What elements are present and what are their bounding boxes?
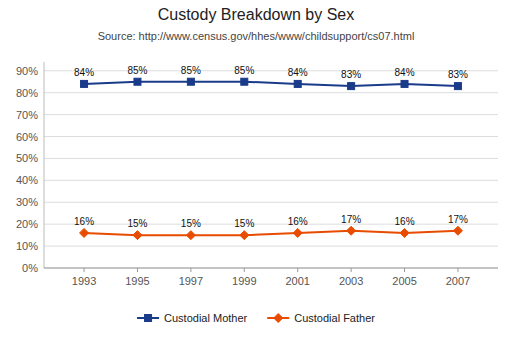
point	[80, 228, 89, 237]
point	[187, 78, 194, 85]
y-tick-label: 30%	[16, 196, 38, 208]
point	[81, 80, 88, 87]
legend-marker	[145, 315, 152, 322]
x-tick	[457, 268, 458, 272]
x-tick	[137, 268, 138, 272]
x-tick	[84, 268, 85, 272]
point	[454, 83, 461, 90]
title: Custody Breakdown by Sex	[158, 6, 355, 23]
point	[294, 80, 301, 87]
x-tick	[244, 268, 245, 272]
data-label: 84%	[74, 67, 94, 78]
point	[133, 231, 142, 240]
x-axis-line	[44, 268, 498, 269]
data-labels: 84% 85% 85% 85% 84% 83% 84% 83% 16% 15% 15% 15% 16% 1…	[74, 65, 468, 229]
x-tick-label: 2005	[392, 275, 416, 287]
x-tick-label: 1995	[125, 275, 149, 287]
grid-line	[44, 70, 498, 71]
x-tick	[190, 268, 191, 272]
grid-line	[44, 136, 498, 137]
y-tick-label: 0%	[22, 262, 38, 274]
y-tick-label: 20%	[16, 218, 38, 230]
data-label: 16%	[288, 216, 308, 227]
data-label: 83%	[448, 69, 468, 80]
x-tick	[404, 268, 405, 272]
grid-line	[44, 224, 498, 225]
point	[134, 78, 141, 85]
y-tick-label: 60%	[16, 131, 38, 143]
data-label: 16%	[395, 216, 415, 227]
data-label: 84%	[395, 67, 415, 78]
x-tick-label: 2001	[285, 275, 309, 287]
point	[400, 228, 409, 237]
x-tick-label: 2007	[446, 275, 470, 287]
point	[453, 226, 462, 235]
legend-item: Custodial Father	[267, 312, 375, 324]
point	[241, 78, 248, 85]
data-label: 85%	[181, 65, 201, 76]
grid-line	[44, 246, 498, 247]
data-label: 85%	[127, 65, 147, 76]
x-tick	[297, 268, 298, 272]
grid-line	[44, 268, 498, 269]
point	[186, 231, 195, 240]
data-label: 83%	[341, 69, 361, 80]
chart: Custody Breakdown by Sex Source: http://w…	[0, 0, 512, 341]
data-label: 15%	[234, 218, 254, 229]
grid-line	[44, 180, 498, 181]
point	[293, 228, 302, 237]
data-label: 17%	[448, 214, 468, 225]
data-label: 16%	[74, 216, 94, 227]
legend-label: Custodial Father	[294, 312, 375, 324]
grid-line	[44, 92, 498, 93]
grid-line	[44, 114, 498, 115]
x-tick	[351, 268, 352, 272]
x-tick-label: 1993	[72, 275, 96, 287]
point	[240, 231, 249, 240]
y-tick-label: 90%	[16, 65, 38, 77]
plot-area	[80, 78, 463, 239]
grid-line	[44, 202, 498, 203]
y-tick-label: 80%	[16, 87, 38, 99]
data-label: 84%	[288, 67, 308, 78]
data-label: 17%	[341, 214, 361, 225]
x-tick-label: 2003	[339, 275, 363, 287]
legend-marker	[274, 314, 283, 323]
subtitle: Source: http://www.census.gov/hhes/www/c…	[98, 30, 415, 42]
y-tick-label: 40%	[16, 174, 38, 186]
grid	[44, 71, 498, 268]
legend: Custodial Mother Custodial Father	[137, 312, 375, 324]
grid-line	[44, 158, 498, 159]
data-label: 15%	[181, 218, 201, 229]
legend-item: Custodial Mother	[137, 312, 247, 324]
x-tick-label: 1999	[232, 275, 256, 287]
x-tick-label: 1997	[179, 275, 203, 287]
data-label: 85%	[234, 65, 254, 76]
data-label: 15%	[127, 218, 147, 229]
point	[348, 83, 355, 90]
y-tick-label: 10%	[16, 240, 38, 252]
y-tick-label: 70%	[16, 109, 38, 121]
point	[401, 80, 408, 87]
legend-label: Custodial Mother	[164, 312, 247, 324]
y-tick-label: 50%	[16, 152, 38, 164]
y-axis-line	[44, 62, 45, 268]
point	[347, 226, 356, 235]
